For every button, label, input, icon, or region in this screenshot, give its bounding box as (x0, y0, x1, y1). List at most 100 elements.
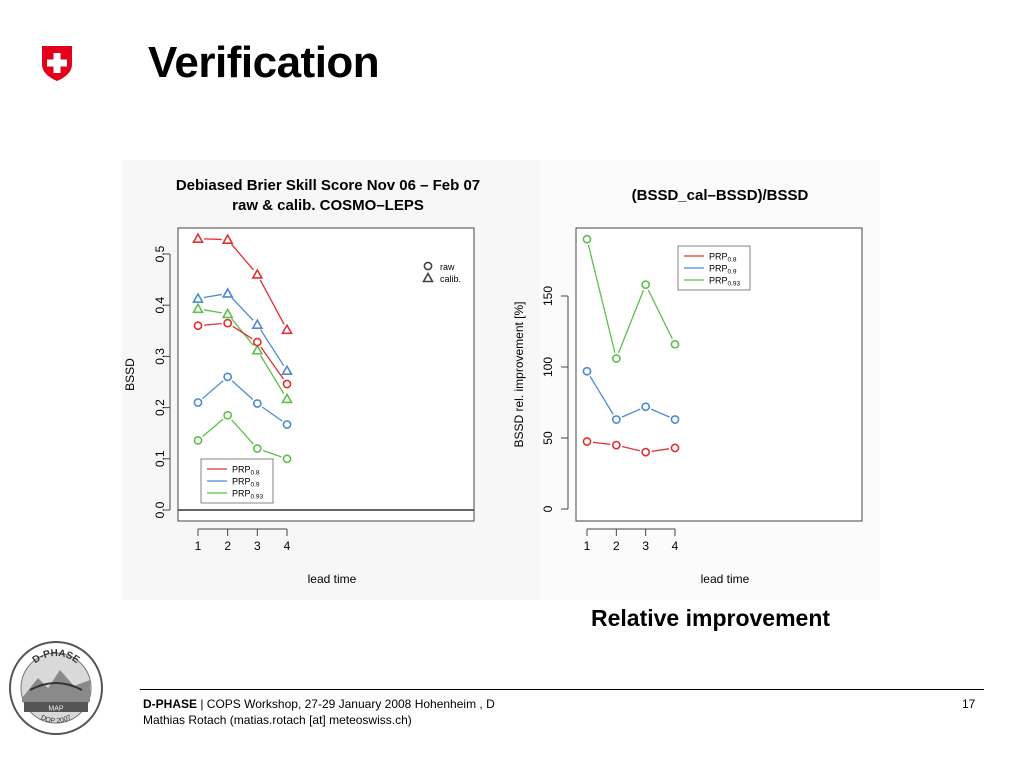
chart-1-series-2-point (251, 318, 264, 329)
chart-1-legend-sub: 0.8 (251, 470, 260, 477)
chart-2-legend-sub: 0.9 (728, 269, 737, 276)
chart-1-series-2-point (221, 287, 234, 298)
chart-2-xtick-label: 3 (642, 539, 649, 553)
chart-2-ytick-label: 100 (541, 357, 555, 377)
chart-2-series-1-point (611, 440, 621, 450)
chart-1-ytick-label: 0.4 (153, 297, 167, 314)
chart-1-series-3-point (281, 392, 293, 404)
chart-2-legend-name: PRP (709, 264, 728, 274)
chart-1-xtick-label: 4 (284, 539, 291, 553)
chart-1-ytick-label: 0.5 (153, 245, 167, 262)
chart-1-series-3-point (251, 344, 264, 355)
page-number: 17 (962, 697, 976, 711)
chart-1-series-6-segment (231, 419, 254, 445)
chart-2-series-1-point (670, 443, 680, 453)
chart-1-legend-label: PRP0.93 (232, 489, 264, 501)
chart-1-series-1-segment (259, 279, 285, 325)
chart-1-series-1-segment (231, 243, 254, 271)
chart-2-legend-label: PRP0.93 (709, 276, 741, 288)
chart-1-legend-sub: 0.93 (251, 494, 264, 501)
chart-1-symbol-legend-marker (423, 261, 433, 271)
chart-2-series-2-point (641, 402, 651, 412)
chart-1-legend-name: PRP (232, 465, 251, 475)
chart-2-series-1-segment (622, 445, 640, 452)
chart-1-ytick-label: 0.3 (153, 348, 167, 365)
chart-1-series-6-segment (202, 418, 224, 437)
chart-1-series-2-segment (260, 329, 285, 367)
chart-1-series-5-segment (261, 406, 283, 422)
chart-2-xtick-label: 2 (613, 539, 620, 553)
chart-1-legend-label: PRP0.8 (232, 465, 260, 477)
swiss-shield-icon (42, 46, 72, 81)
logo-text-bottom: DOP 2007 (39, 714, 72, 725)
chart-1-ytick-label: 0.2 (153, 399, 167, 416)
chart-1-series-6-point (252, 444, 262, 453)
chart-1-symbol-legend-label: raw (440, 262, 455, 272)
chart-1-series-4-point (252, 337, 262, 347)
chart-2-title: (BSSD_cal–BSSD)/BSSD (632, 187, 809, 204)
footer-event: D-PHASE | COPS Workshop, 27-29 January 2… (143, 697, 495, 711)
chart-1-legend-label: PRP0.9 (232, 477, 260, 489)
chart-1-series-6-point (223, 410, 233, 420)
chart-1-series-6-point (193, 435, 203, 445)
chart-2-series-1-point (582, 437, 592, 446)
footer-project: D-PHASE (143, 697, 198, 711)
chart-2-series-3-point (582, 234, 592, 244)
svg-text:D-PHASE: D-PHASE (31, 648, 82, 666)
chart-1-series-1-point (221, 233, 234, 244)
chart-1-series-1-point (192, 232, 204, 243)
chart-1-series-4-point (193, 321, 203, 331)
chart-1-subtitle: raw & calib. COSMO–LEPS (232, 197, 424, 214)
chart-2-series-2-point (582, 366, 592, 376)
chart-1-ytick-label: 0.1 (153, 450, 167, 467)
chart-2-series-3-segment (647, 289, 673, 340)
chart-2-series-2-point (611, 415, 621, 424)
footer-divider (140, 689, 984, 690)
chart-2-series-3-point (611, 354, 621, 363)
chart-1-series-3-point (221, 307, 234, 319)
chart-2-series-2-segment (589, 376, 614, 415)
chart-1-series-4-segment (232, 325, 253, 340)
chart-2-series-1-segment (592, 441, 611, 446)
chart-1-series-2-point (192, 292, 204, 303)
svg-text:DOP 2007: DOP 2007 (39, 714, 72, 725)
footer-author: Mathias Rotach (matias.rotach [at] meteo… (143, 713, 412, 727)
chart-2-ytick-label: 150 (541, 286, 555, 306)
chart-1-xtick-label: 3 (254, 539, 261, 553)
chart-1-series-2-point (281, 364, 293, 376)
chart-2-legend-label: PRP0.8 (709, 252, 737, 264)
chart-1-series-1-point (281, 323, 293, 335)
chart-1-symbol-legend-marker (422, 271, 434, 283)
chart-1-symbol-legend-label: calib. (440, 274, 461, 284)
logo-text-band: MAP (48, 706, 64, 713)
chart-1-series-5-point (282, 420, 292, 429)
slide-title: Verification (148, 38, 380, 87)
footer-event-text: | COPS Workshop, 27-29 January 2008 Hohe… (197, 697, 495, 711)
chart-1-legend-name: PRP (232, 489, 251, 499)
chart-1-ytick-label: 0.0 (153, 501, 167, 518)
chart-1-legend-sub: 0.9 (251, 482, 260, 489)
chart-2-xlabel: lead time (701, 572, 750, 586)
chart-1-series-6-point (282, 454, 292, 464)
chart-1-series-5-segment (231, 380, 254, 400)
chart-caption: Relative improvement (591, 605, 831, 631)
chart-1-xtick-label: 2 (224, 539, 231, 553)
chart-1-series-4-point (282, 379, 292, 389)
chart-2-series-3-point (670, 339, 680, 349)
chart-1-series-4-segment (203, 322, 222, 326)
chart-2-series-2-point (670, 415, 680, 424)
chart-1-xtick-label: 1 (195, 539, 202, 553)
chart-1-series-2-segment (231, 297, 254, 321)
chart-2-series-2-segment (650, 408, 670, 418)
chart-1-series-6-segment (262, 449, 282, 458)
chart-2-xtick-label: 4 (672, 539, 679, 553)
chart-2-series-2-segment (621, 408, 641, 418)
chart-1-series-1-segment (203, 238, 222, 241)
logo-text-top: D-PHASE (31, 648, 82, 666)
chart-1-xlabel: lead time (308, 572, 357, 586)
chart-2-series-3-segment (617, 289, 645, 354)
chart-2-ylabel: BSSD rel. improvement [%] (512, 301, 526, 447)
chart-1-ylabel: BSSD (123, 358, 137, 391)
chart-1-series-5-point (223, 372, 233, 382)
